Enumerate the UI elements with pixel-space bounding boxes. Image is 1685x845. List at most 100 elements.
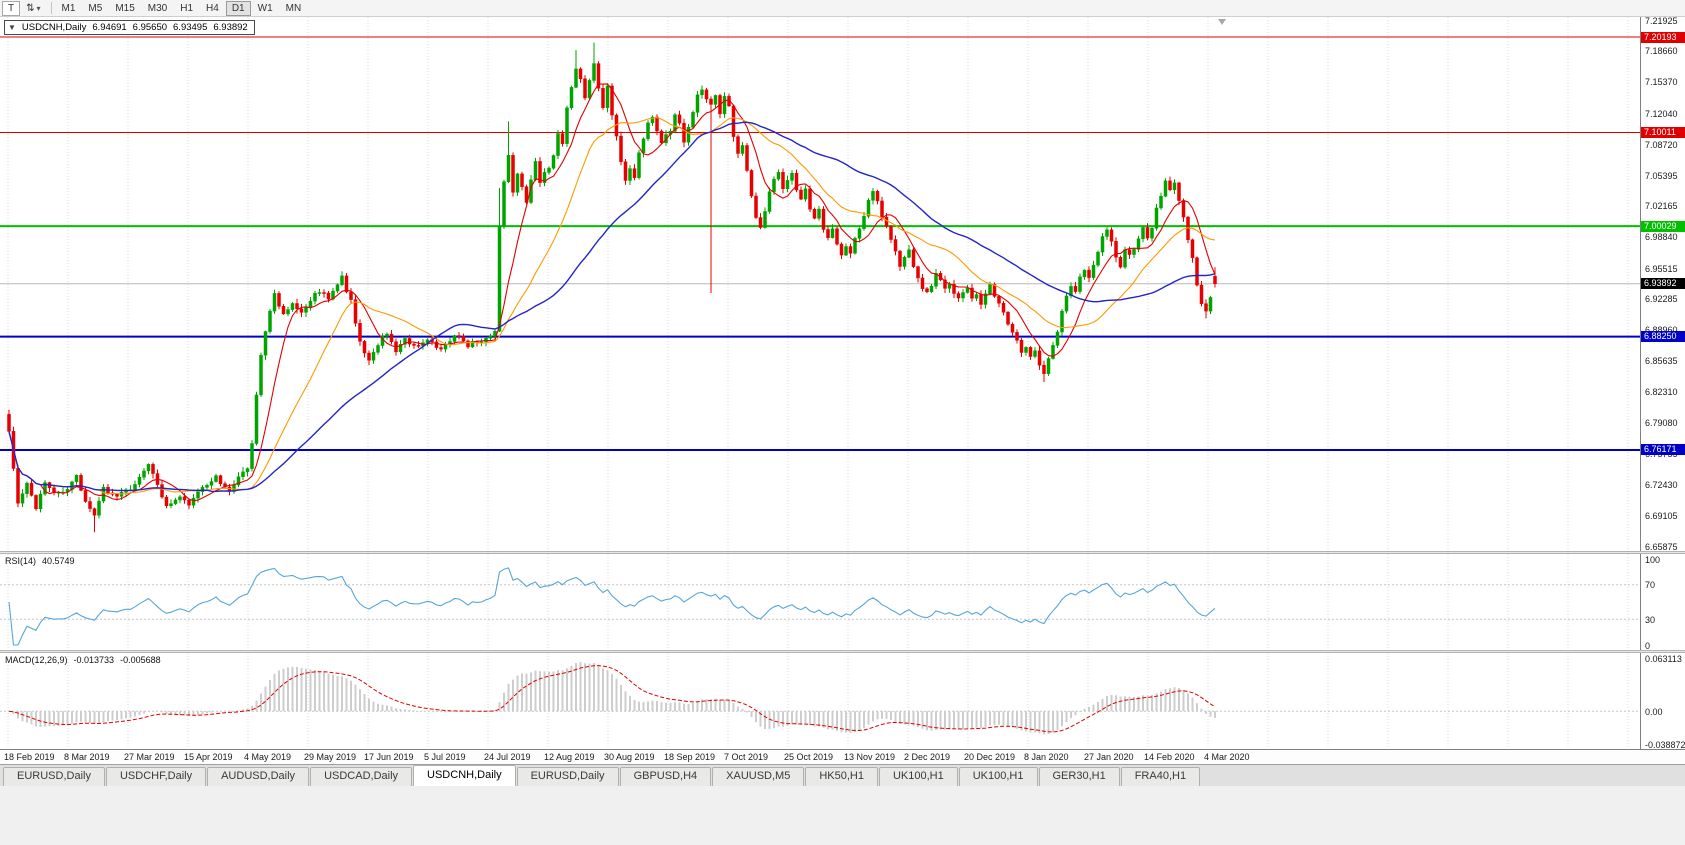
time-axis-label: 25 Oct 2019 — [784, 752, 834, 762]
chart-tab-bar: EURUSD,Daily USDCHF,Daily AUDUSD,Daily USDC… — [0, 764, 1685, 786]
chart-tab-gbpusd-h4[interactable]: GBPUSD,H4 — [619, 767, 712, 786]
chart-tab-usdcnh-daily[interactable]: USDCNH,Daily — [413, 765, 516, 786]
chart-tab-eurusd-daily[interactable]: EURUSD,Daily — [3, 767, 105, 786]
price-scale-label: 7.12040 — [1645, 109, 1678, 119]
price-scale[interactable]: 7.21925 7.18660 7.15370 7.12040 7.08720 7.053… — [1640, 17, 1685, 551]
rsi-scale-label: 70 — [1645, 580, 1656, 590]
macd-main-value: -0.013733 — [73, 655, 115, 665]
toolbar: T ⇅ ▾ M1 M5 M15 M30 H1 H4 D1 W1 MN — [0, 0, 1685, 17]
rsi-chart-canvas[interactable] — [0, 554, 1640, 650]
time-axis-label: 12 Aug 2019 — [544, 752, 595, 762]
time-axis-label: 8 Jan 2020 — [1024, 752, 1069, 762]
price-level-tag: 7.10011 — [1641, 127, 1685, 138]
chart-tab-audusd-daily[interactable]: AUDUSD,Daily — [207, 767, 310, 786]
time-axis-label: 14 Feb 2020 — [1144, 752, 1195, 762]
time-axis-label: 24 Jul 2019 — [484, 752, 531, 762]
price-level-tag: 6.93892 — [1641, 278, 1685, 289]
timeframe-button-mn[interactable]: MN — [280, 1, 308, 16]
price-scale-label: 6.65875 — [1645, 542, 1678, 551]
rsi-scale-label: 0 — [1645, 641, 1651, 650]
timeframe-button-h4[interactable]: H4 — [200, 1, 225, 16]
price-level-tag: 7.20193 — [1641, 32, 1685, 43]
price-scale-label: 6.82310 — [1645, 387, 1678, 397]
chart-title-box: ▼ USDCNH,Daily 6.94691 6.95650 6.93495 6… — [4, 20, 255, 35]
chart-tool-button[interactable]: T — [2, 0, 21, 16]
chart-tab-eurusd-daily[interactable]: EURUSD,Daily — [516, 767, 619, 786]
panel-splitter[interactable] — [0, 650, 1685, 653]
time-axis-label: 8 Mar 2019 — [64, 752, 110, 762]
chart-tab-xauusd-m5[interactable]: XAUUSD,M5 — [712, 767, 805, 786]
rsi-scale-label: 30 — [1645, 615, 1656, 625]
timeframe-button-d1[interactable]: D1 — [225, 0, 251, 16]
time-axis-label: 18 Feb 2019 — [4, 752, 55, 762]
rsi-scale-label: 100 — [1645, 555, 1661, 565]
time-axis[interactable]: 18 Feb 2019 8 Mar 2019 27 Mar 2019 15 Apr 2… — [0, 749, 1685, 764]
price-scale-label: 7.02165 — [1645, 201, 1678, 211]
rsi-label: RSI(14) 40.5749 — [5, 556, 75, 566]
one-click-trading-collapse-icon[interactable]: ▼ — [8, 23, 16, 32]
price-scale-label: 6.85635 — [1645, 356, 1678, 366]
macd-name: MACD(12,26,9) — [5, 655, 68, 665]
rsi-name: RSI(14) — [5, 556, 37, 566]
macd-signal-value: -0.005688 — [120, 655, 161, 665]
ohlc-high: 6.95650 — [132, 22, 168, 33]
time-axis-label: 30 Aug 2019 — [604, 752, 655, 762]
cursor-tool-button[interactable]: ⇅ ▾ — [20, 1, 46, 16]
timeframe-button-w1[interactable]: W1 — [252, 1, 279, 16]
price-panel: ▼ USDCNH,Daily 6.94691 6.95650 6.93495 6… — [0, 17, 1685, 551]
price-chart-canvas[interactable] — [0, 17, 1640, 551]
time-axis-label: 18 Sep 2019 — [664, 752, 716, 762]
chart-tab-uk100-h1[interactable]: UK100,H1 — [878, 767, 958, 786]
chart-symbol-label: USDCNH,Daily — [21, 22, 87, 33]
window-filler — [0, 786, 1685, 845]
price-level-tag: 6.76171 — [1641, 444, 1685, 455]
price-scale-label: 6.79080 — [1645, 418, 1678, 428]
price-scale-label: 7.21925 — [1645, 17, 1678, 26]
time-axis-label: 27 Mar 2019 — [124, 752, 175, 762]
macd-scale[interactable]: 0.063113 0.00 -0.038872 — [1640, 653, 1685, 749]
price-scale-label: 7.18660 — [1645, 46, 1678, 56]
price-scale-label: 6.95515 — [1645, 264, 1678, 274]
price-level-tag: 6.88250 — [1641, 331, 1685, 342]
ohlc-open: 6.94691 — [92, 22, 127, 33]
chart-tab-usdcad-daily[interactable]: USDCAD,Daily — [310, 767, 413, 786]
time-axis-label: 4 May 2019 — [244, 752, 292, 762]
price-scale-label: 6.88960 — [1645, 325, 1678, 335]
ohlc-close: 6.93892 — [213, 22, 248, 33]
time-axis-label: 7 Oct 2019 — [724, 752, 769, 762]
time-axis-label: 2 Dec 2019 — [904, 752, 951, 762]
price-scale-label: 7.08720 — [1645, 140, 1678, 150]
time-axis-label: 15 Apr 2019 — [184, 752, 233, 762]
time-axis-label: 29 May 2019 — [304, 752, 357, 762]
rsi-scale[interactable]: 100 70 30 0 — [1640, 554, 1685, 650]
chart-tab-hk50-h1[interactable]: HK50,H1 — [805, 767, 878, 786]
timeframe-button-m1[interactable]: M1 — [56, 1, 82, 16]
panel-splitter[interactable] — [0, 551, 1685, 554]
time-axis-label: 17 Jun 2019 — [364, 752, 414, 762]
price-scale-label: 6.98840 — [1645, 232, 1678, 242]
toolbar-separator — [50, 2, 52, 14]
price-scale-label: 6.92285 — [1645, 294, 1678, 304]
timeframe-button-m15[interactable]: M15 — [109, 1, 140, 16]
time-axis-label: 13 Nov 2019 — [844, 752, 896, 762]
cursor-tool-icon: ⇅ — [26, 2, 35, 14]
rsi-panel: RSI(14) 40.5749 100 70 30 0 — [0, 554, 1685, 650]
price-level-tag: 7.00029 — [1641, 221, 1685, 232]
time-axis-label: 5 Jul 2019 — [424, 752, 466, 762]
macd-chart-canvas[interactable] — [0, 653, 1640, 749]
timeframe-button-m5[interactable]: M5 — [82, 1, 108, 16]
chart-tab-fra40-h1[interactable]: FRA40,H1 — [1120, 767, 1201, 786]
time-axis-label: 27 Jan 2020 — [1084, 752, 1134, 762]
timeframe-buttons: M1 M5 M15 M30 H1 H4 D1 W1 MN — [56, 0, 308, 16]
chart-tab-uk100-h1[interactable]: UK100,H1 — [958, 767, 1038, 786]
text-tool-icon: T — [8, 2, 15, 14]
chart-shift-marker — [1218, 19, 1226, 25]
chart-tab-ger30-h1[interactable]: GER30,H1 — [1038, 767, 1120, 786]
price-scale-label: 6.72430 — [1645, 480, 1678, 490]
macd-scale-label: 0.00 — [1645, 707, 1663, 717]
timeframe-button-h1[interactable]: H1 — [174, 1, 199, 16]
price-scale-label: 7.05395 — [1645, 171, 1678, 181]
chart-tab-usdchf-daily[interactable]: USDCHF,Daily — [105, 767, 207, 786]
timeframe-button-m30[interactable]: M30 — [142, 1, 173, 16]
